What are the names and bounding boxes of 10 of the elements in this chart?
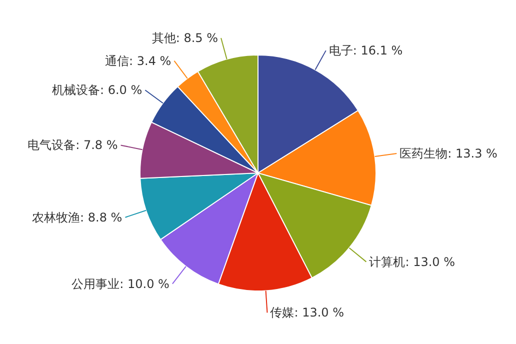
slice-label: 电子: 16.1 %: [328, 44, 403, 58]
slice-label: 农林牧渔: 8.8 %: [32, 210, 122, 224]
slice-label: 传媒: 13.0 %: [270, 306, 344, 320]
slice-label: 其他: 8.5 %: [152, 30, 218, 45]
slice-label: 通信: 3.4 %: [105, 54, 172, 68]
slice-label: 电气设备: 7.8 %: [28, 138, 118, 152]
slice-label: 计算机: 13.0 %: [369, 254, 456, 269]
slice-label: 医药生物: 13.3 %: [400, 146, 498, 160]
slice-label: 机械设备: 6.0 %: [52, 83, 142, 98]
slice-label: 公用事业: 10.0 %: [72, 276, 170, 291]
